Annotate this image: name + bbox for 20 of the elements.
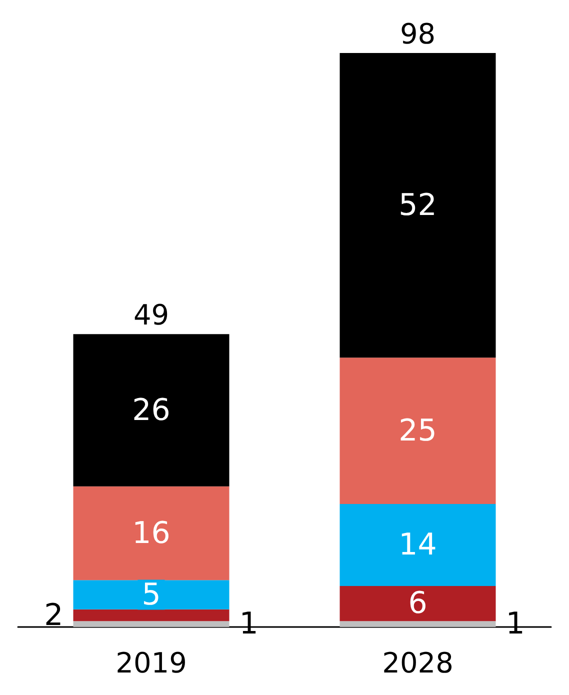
data-label: 26	[132, 392, 170, 428]
total-label: 49	[133, 298, 170, 332]
data-label: 14	[398, 528, 437, 562]
bar	[340, 358, 496, 504]
data-label: 5	[142, 577, 161, 612]
x-tick-label: 2028	[382, 646, 454, 680]
bar	[73, 334, 230, 486]
bar	[73, 621, 230, 627]
bar	[340, 504, 496, 586]
data-label: 16	[132, 516, 170, 551]
data-label: 6	[408, 586, 428, 622]
total-label: 98	[400, 18, 436, 50]
bar	[73, 609, 230, 622]
data-label: 25	[398, 413, 437, 448]
bar	[73, 486, 230, 580]
x-tick-label: 2019	[116, 646, 187, 680]
data-label: 52	[398, 188, 437, 223]
bar	[340, 621, 496, 627]
bar	[340, 53, 496, 358]
data-label: 2	[44, 598, 64, 633]
